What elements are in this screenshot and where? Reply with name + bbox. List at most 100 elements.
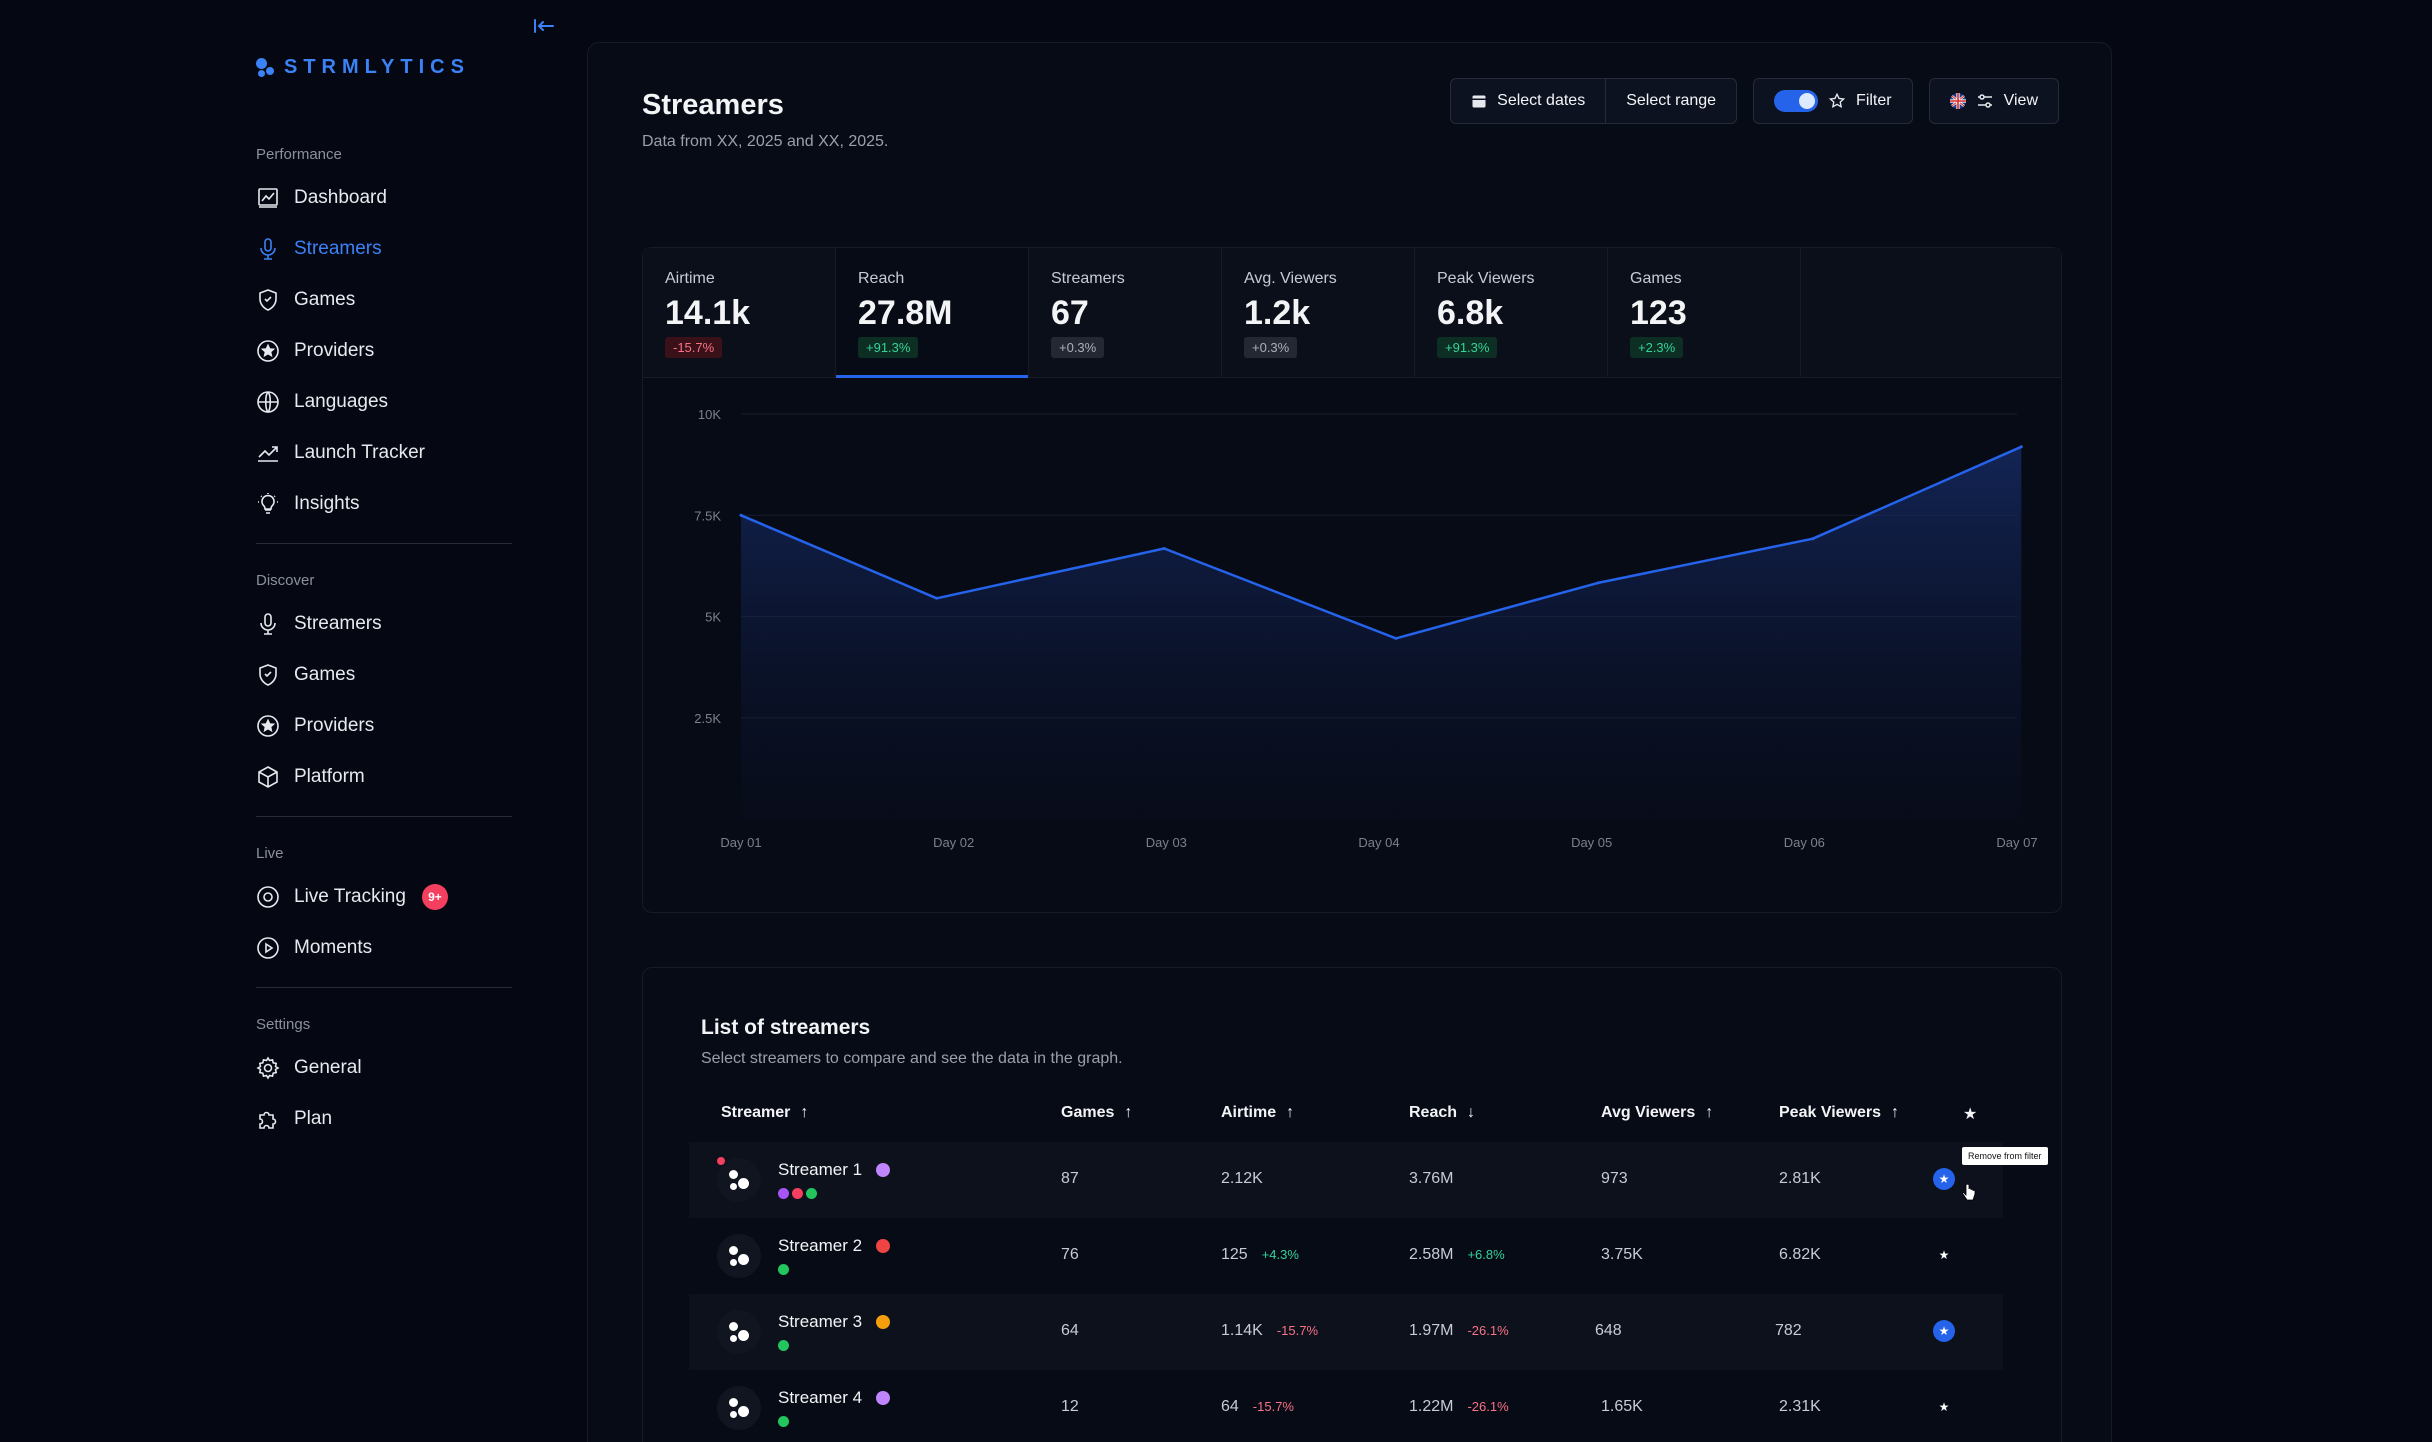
streamer-name-text: Streamer 3 xyxy=(778,1312,863,1331)
stat-delta: +91.3% xyxy=(1437,337,1498,358)
platform-icon xyxy=(778,1188,789,1199)
country-flag-icon xyxy=(876,1391,891,1405)
stat-airtime[interactable]: Airtime 14.1k -15.7% xyxy=(643,248,836,377)
sidebar-item-moments[interactable]: Moments xyxy=(256,922,512,973)
cell-reach: 1.22M -26.1% xyxy=(1409,1398,1509,1416)
table-row[interactable]: Streamer 4 12 64 -15.7% 1.22M -26.1% 1.65K… xyxy=(689,1370,2003,1442)
change-badge: -15.7% xyxy=(1252,1399,1294,1414)
star-icon: ★ xyxy=(1938,1400,1950,1414)
sidebar-item-platform[interactable]: Platform xyxy=(256,751,512,802)
favorite-toggle[interactable]: ★ xyxy=(1933,1244,1955,1266)
change-badge: +6.8% xyxy=(1467,1247,1505,1262)
sidebar-item-providers[interactable]: Providers xyxy=(256,325,512,376)
view-button[interactable]: View xyxy=(1930,79,2058,123)
sidebar-item-discover-games[interactable]: Games xyxy=(256,649,512,700)
y-tick-label: 10K xyxy=(698,407,721,422)
cell-value: 3.76M xyxy=(1409,1170,1454,1187)
stat-delta: -15.7% xyxy=(665,337,723,358)
nav-section-performance: Performance Dashboard Streamers Games Pr… xyxy=(256,138,512,529)
stat-label: Peak Viewers xyxy=(1437,270,1535,287)
table-row[interactable]: Streamer 3 64 1.14K -15.7% 1.97M -26.1% 64… xyxy=(689,1294,2003,1370)
filter-toggle[interactable] xyxy=(1774,90,1819,112)
sidebar-item-label: Streamers xyxy=(294,612,382,634)
stat-games[interactable]: Games 123 +2.3% xyxy=(1608,248,1801,377)
cell-airtime: 1.14K -15.7% xyxy=(1221,1322,1318,1340)
cell-avg-viewers: 973 xyxy=(1601,1170,1628,1187)
table-row[interactable]: Streamer 2 76 125 +4.3% 2.58M +6.8% 3.75K … xyxy=(689,1218,2003,1294)
sort-arrow-icon: ↑ xyxy=(800,1104,809,1121)
sidebar-item-launch-tracker[interactable]: Launch Tracker xyxy=(256,427,512,478)
arrow-left-icon xyxy=(534,19,554,33)
star-icon: ★ xyxy=(1938,1248,1950,1262)
country-flag-icon xyxy=(876,1163,891,1177)
favorite-toggle[interactable]: ★ xyxy=(1933,1320,1955,1342)
sidebar-item-general[interactable]: General xyxy=(256,1042,512,1093)
sidebar-item-dashboard[interactable]: Dashboard xyxy=(256,172,512,223)
streamer-name[interactable]: Streamer 2 xyxy=(778,1236,891,1256)
globe-icon xyxy=(257,390,279,413)
column-header-reach[interactable]: Reach ↓ xyxy=(1409,1104,1475,1122)
data-point xyxy=(1162,546,1166,550)
sidebar-item-label: Plan xyxy=(294,1107,333,1129)
view-label: View xyxy=(2003,92,2038,109)
data-point xyxy=(1596,581,1600,585)
filter-button[interactable]: Filter xyxy=(1754,79,1912,123)
list-title: List of streamers xyxy=(701,1016,871,1039)
data-point xyxy=(1394,636,1398,640)
sidebar: Performance Dashboard Streamers Games Pr… xyxy=(256,138,512,1144)
nav-section-discover: Discover Streamers Games Providers Platf… xyxy=(256,564,512,802)
nav-heading: Settings xyxy=(256,1016,311,1033)
streamer-name[interactable]: Streamer 4 xyxy=(778,1388,891,1408)
brand-logo[interactable]: STRMLYTICS xyxy=(256,56,470,79)
sidebar-item-insights[interactable]: Insights xyxy=(256,478,512,529)
stat-value: 14.1k xyxy=(665,294,751,332)
brand-name: STRMLYTICS xyxy=(284,56,470,78)
column-header-avg-viewers[interactable]: Avg Viewers ↑ xyxy=(1601,1104,1713,1122)
select-dates-button[interactable]: Select dates xyxy=(1451,79,1605,123)
streamer-name[interactable]: Streamer 3 xyxy=(778,1312,891,1332)
streamer-name[interactable]: Streamer 1 xyxy=(778,1160,891,1180)
change-badge: -26.1% xyxy=(1467,1323,1509,1338)
column-header-airtime[interactable]: Airtime ↑ xyxy=(1221,1104,1294,1122)
column-header-favorite[interactable]: ★ xyxy=(1963,1104,1977,1124)
sidebar-item-plan[interactable]: Plan xyxy=(256,1093,512,1144)
column-header-streamer[interactable]: Streamer ↑ xyxy=(721,1104,808,1122)
cell-value: 125 xyxy=(1221,1246,1248,1263)
stat-value: 6.8k xyxy=(1437,294,1504,332)
sidebar-item-games[interactable]: Games xyxy=(256,274,512,325)
x-tick-label: Day 01 xyxy=(720,835,761,850)
y-tick-label: 2.5K xyxy=(694,711,721,726)
sidebar-item-label: Streamers xyxy=(294,237,382,259)
column-header-games[interactable]: Games ↑ xyxy=(1061,1104,1132,1122)
platform-icon xyxy=(806,1188,817,1199)
shield-icon xyxy=(259,663,277,686)
platform-icons xyxy=(778,1416,789,1427)
stat-reach[interactable]: Reach 27.8M +91.3% xyxy=(836,248,1029,378)
stat-label: Streamers xyxy=(1051,270,1125,287)
sidebar-item-live-tracking[interactable]: Live Tracking 9+ xyxy=(256,871,512,922)
nav-heading: Performance xyxy=(256,146,342,163)
sidebar-item-streamers[interactable]: Streamers xyxy=(256,223,512,274)
avatar xyxy=(717,1310,761,1354)
stat-avg-viewers[interactable]: Avg. Viewers 1.2k +0.3% xyxy=(1222,248,1415,377)
column-label: Games xyxy=(1061,1104,1115,1121)
favorite-toggle[interactable]: ★ xyxy=(1933,1396,1955,1418)
sort-arrow-icon: ↑ xyxy=(1891,1104,1900,1121)
sidebar-item-languages[interactable]: Languages xyxy=(256,376,512,427)
sidebar-item-discover-providers[interactable]: Providers xyxy=(256,700,512,751)
collapse-sidebar-button[interactable] xyxy=(528,12,560,40)
table-row[interactable]: Streamer 1 87 2.12K 3.76M 973 2.81K ★ xyxy=(689,1142,2003,1218)
stat-peak-viewers[interactable]: Peak Viewers 6.8k +91.3% xyxy=(1415,248,1608,377)
stat-label: Reach xyxy=(858,270,905,287)
select-range-button[interactable]: Select range xyxy=(1605,79,1736,123)
cell-avg-viewers: 648 xyxy=(1595,1322,1622,1339)
cell-value: 64 xyxy=(1221,1398,1239,1415)
stat-streamers[interactable]: Streamers 67 +0.3% xyxy=(1029,248,1222,377)
avatar xyxy=(717,1234,761,1278)
column-header-peak-viewers[interactable]: Peak Viewers ↑ xyxy=(1779,1104,1899,1122)
sidebar-item-discover-streamers[interactable]: Streamers xyxy=(256,598,512,649)
sidebar-item-label: Live Tracking xyxy=(294,885,406,907)
y-tick-label: 5K xyxy=(705,610,721,625)
favorite-toggle[interactable]: ★ xyxy=(1933,1168,1955,1190)
sidebar-item-label: Providers xyxy=(294,714,375,736)
